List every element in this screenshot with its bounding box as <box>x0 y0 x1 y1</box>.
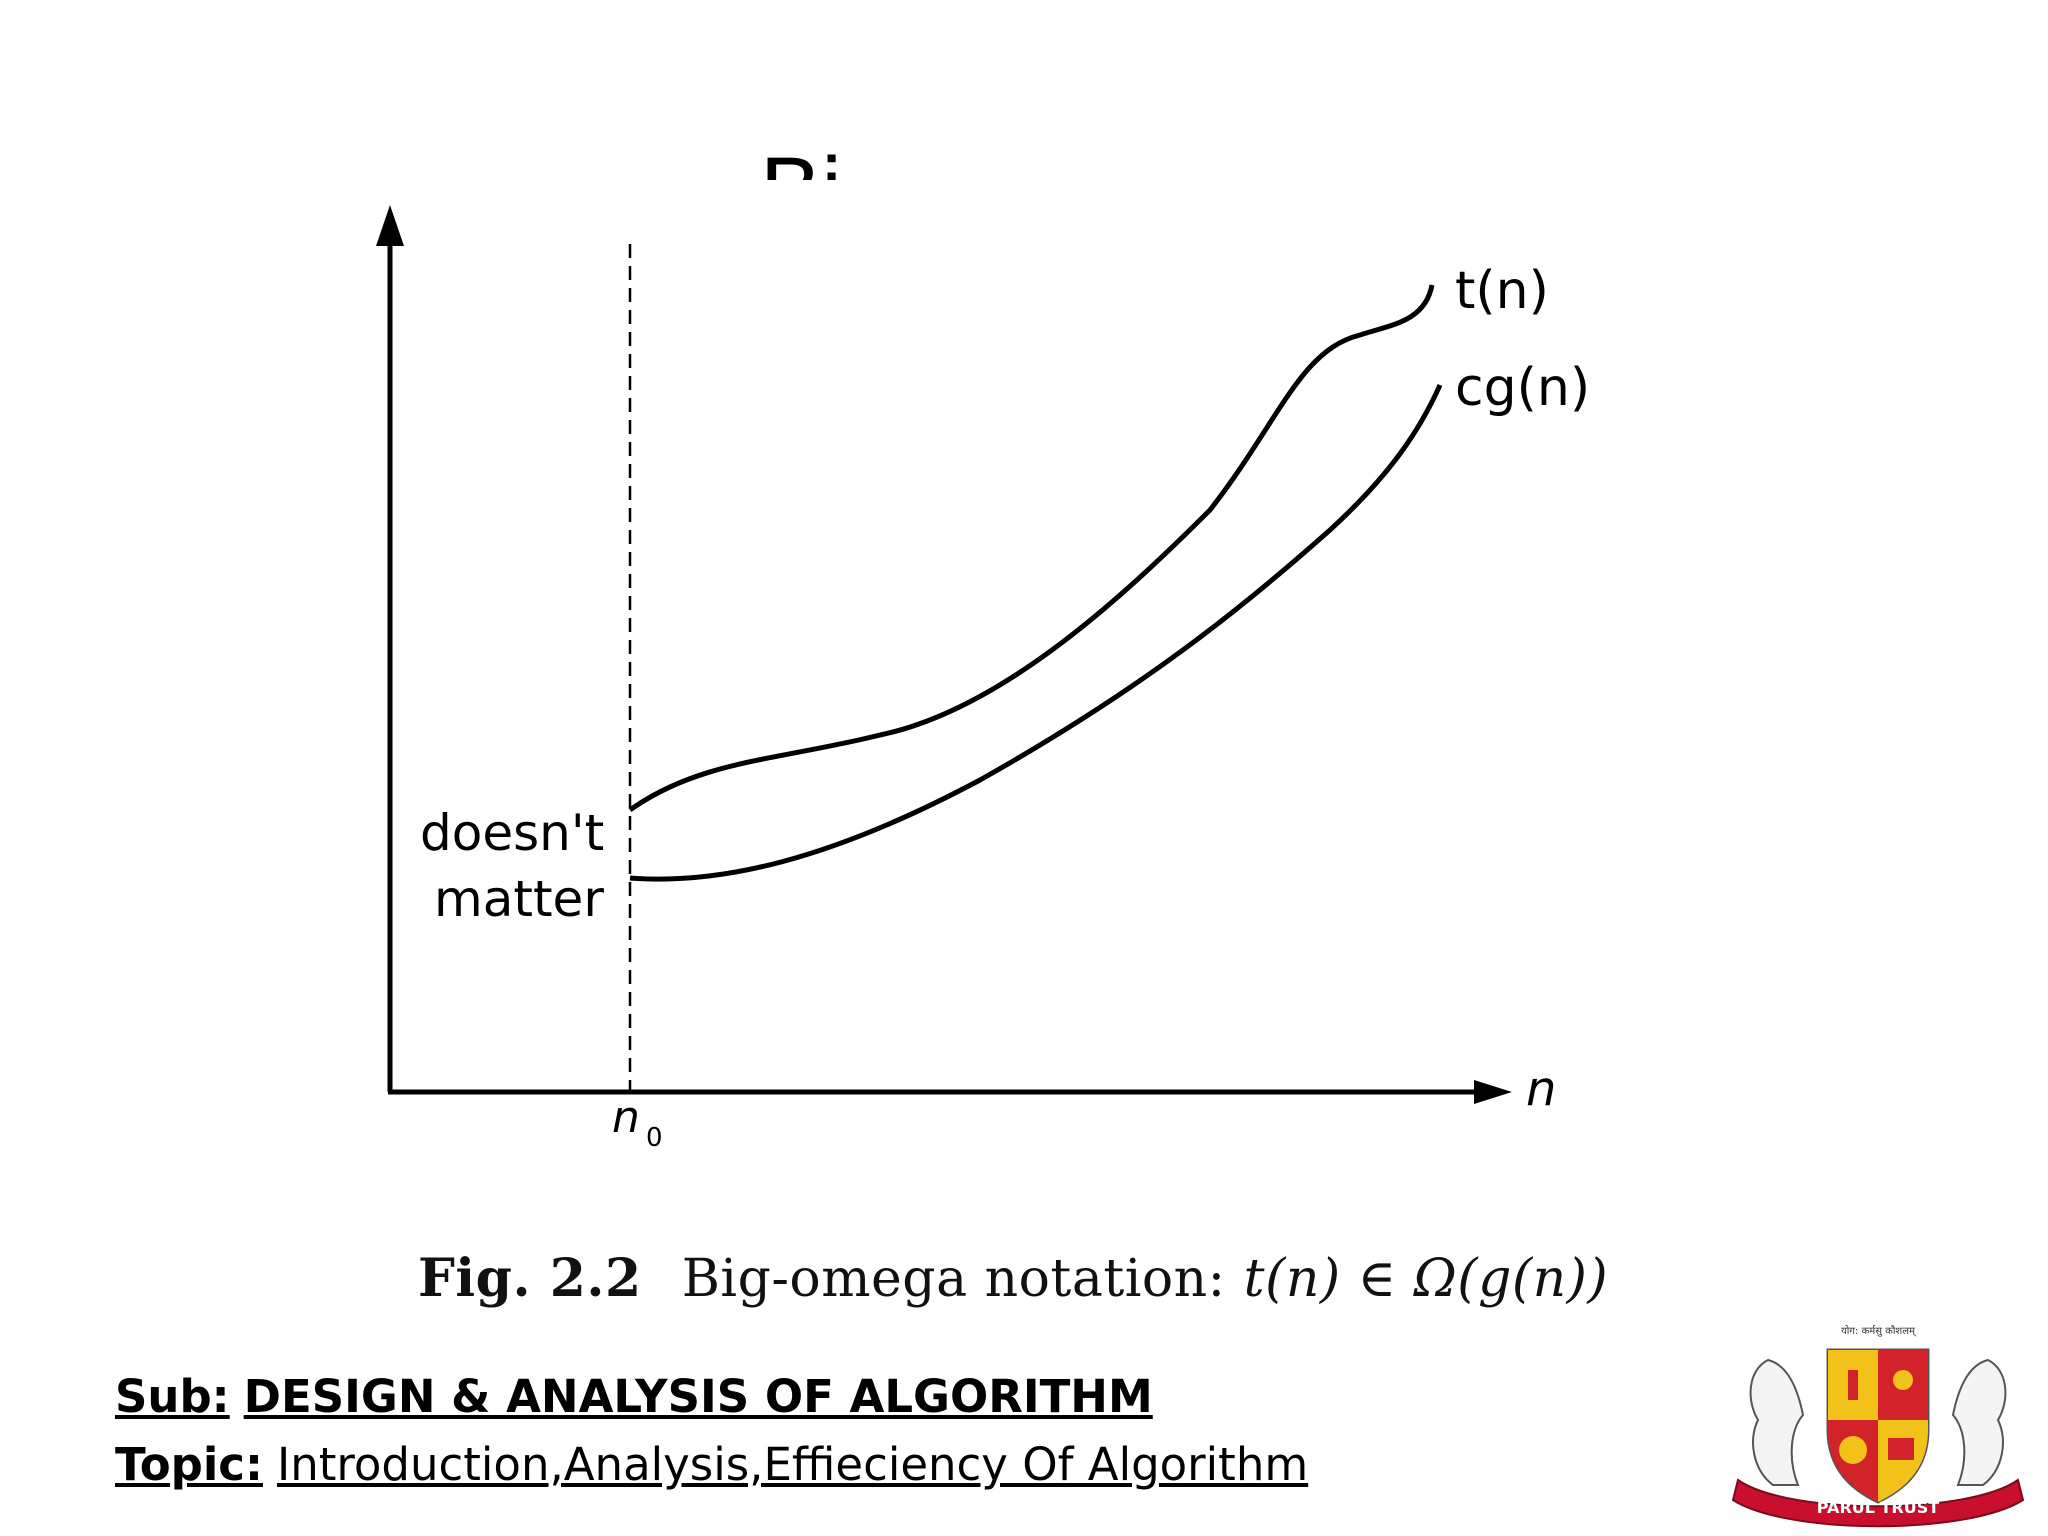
footer-subject: Sub: DESIGN & ANALYSIS OF ALGORITHM <box>115 1370 1153 1423</box>
figure-math: t(n) ∈ Ω(g(n)) <box>1243 1249 1609 1309</box>
right-lion-icon <box>1951 1358 2007 1486</box>
figure-number: Fig. 2.2 <box>418 1248 642 1309</box>
upper-curve <box>628 284 1435 813</box>
topic-value: Introduction,Analysis,Effieciency Of Alg… <box>276 1438 1309 1491</box>
region-label-line1: doesn't <box>420 804 604 862</box>
lower-curve <box>629 383 1443 882</box>
threshold-subscript: 0 <box>646 1123 663 1153</box>
x-axis-arrowhead <box>1474 1080 1512 1104</box>
subject-label: Sub: <box>115 1370 230 1423</box>
topic-label: Topic: <box>115 1438 263 1491</box>
upper-curve-label: t(n) <box>1455 261 1549 321</box>
banner-text: PARUL TRUST <box>1817 1498 1939 1517</box>
parul-trust-logo: योग: कर्मसु कौशलम् PARUL TRUST <box>1731 1325 2025 1528</box>
subject-value: DESIGN & ANALYSIS OF ALGORITHM <box>243 1370 1153 1423</box>
logo-motto: योग: कर्मसु कौशलम् <box>1841 1325 1917 1337</box>
banner-ribbon <box>1731 1478 2025 1528</box>
footer-topic: Topic: Introduction,Analysis,Effieciency … <box>115 1438 1308 1491</box>
slide-title: Bi <box>760 130 842 180</box>
figure-caption: Fig. 2.2 Big-omega notation: t(n) ∈ Ω(g(n)… <box>418 1248 1608 1309</box>
y-axis-arrowhead <box>376 205 404 246</box>
region-label-line2: matter <box>434 870 604 928</box>
lower-curve-label: cg(n) <box>1455 358 1590 418</box>
threshold-label: n <box>612 1092 640 1143</box>
x-axis-label: n <box>1526 1061 1556 1117</box>
left-lion-icon <box>1749 1358 1805 1486</box>
figure-text: Big-omega notation: <box>681 1249 1226 1309</box>
